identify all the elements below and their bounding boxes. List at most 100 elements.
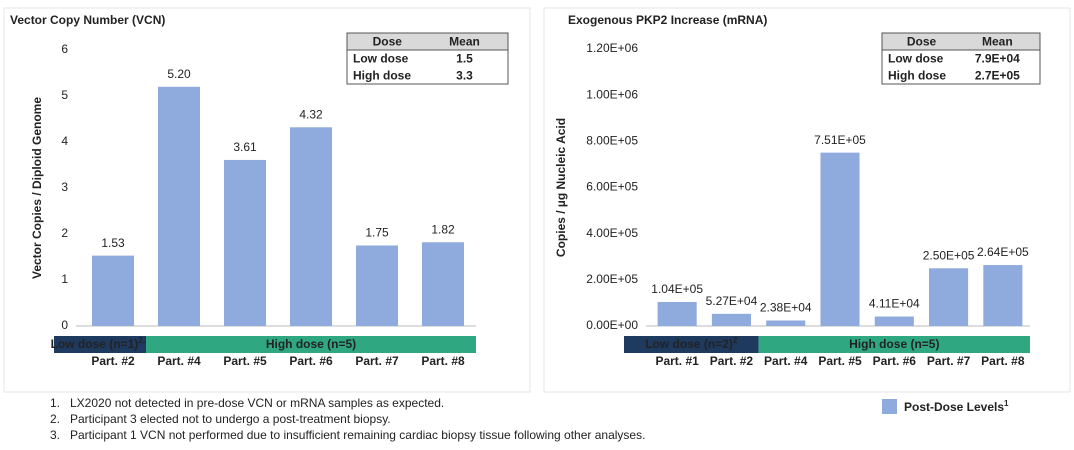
- group-label-note: 2,3: [138, 336, 150, 345]
- legend-label: Post-Dose Levels1: [904, 399, 1009, 415]
- value-label: 2.64E+05: [977, 245, 1029, 259]
- footnote: Participant 1 VCN not performed due to i…: [70, 428, 645, 442]
- value-label: 3.61: [233, 140, 257, 154]
- table-header: Dose: [373, 35, 403, 49]
- value-label: 4.11E+04: [869, 297, 920, 311]
- x-tick-label: Part. #4: [764, 354, 808, 368]
- x-tick-label: Part. #7: [927, 354, 971, 368]
- y-tick-label: 2.00E+05: [586, 272, 638, 286]
- y-tick-label: 2: [61, 226, 68, 240]
- bar: [983, 265, 1023, 326]
- footnote-marker: 1.: [50, 396, 60, 410]
- y-tick-label: 0.00E+00: [586, 318, 638, 332]
- y-tick-label: 8.00E+05: [586, 134, 638, 148]
- x-tick-label: Part. #4: [157, 354, 201, 368]
- bar: [290, 127, 332, 326]
- bar: [874, 316, 914, 326]
- bar: [766, 320, 806, 326]
- panel-border: [3, 7, 531, 393]
- x-tick-label: Part. #6: [289, 354, 333, 368]
- bar: [422, 242, 464, 326]
- table-cell: Low dose: [888, 52, 944, 66]
- table-header-bg: [347, 33, 508, 50]
- x-tick-label: Part. #1: [655, 354, 699, 368]
- group-label: High dose (n=5): [849, 337, 939, 351]
- footnote-marker: 2.: [50, 412, 60, 426]
- bar: [224, 159, 266, 326]
- bar: [711, 313, 751, 326]
- value-label: 1.04E+05: [651, 282, 703, 296]
- y-axis-label: Copies / µg Nucleic Acid: [554, 118, 568, 257]
- x-tick-label: Part. #8: [981, 354, 1025, 368]
- x-tick-label: Part. #2: [91, 354, 135, 368]
- table-cell: 3.3: [456, 69, 473, 83]
- y-tick-label: 3: [61, 180, 68, 194]
- x-tick-label: Part. #2: [710, 354, 754, 368]
- group-label-note: 2: [733, 336, 738, 345]
- value-label: 4.32: [299, 107, 323, 121]
- x-tick-label: Part. #5: [223, 354, 267, 368]
- y-tick-label: 0: [61, 318, 68, 332]
- chart-title: Vector Copy Number (VCN): [10, 13, 165, 27]
- table-cell: Low dose: [353, 52, 409, 66]
- table-header-bg: [882, 33, 1040, 50]
- bar: [820, 152, 860, 326]
- group-bar: [146, 336, 476, 353]
- table-header: Mean: [449, 35, 480, 49]
- y-tick-label: 6.00E+05: [586, 180, 638, 194]
- table-header: Mean: [982, 35, 1013, 49]
- group-label-text: High dose (n=5): [266, 337, 356, 351]
- legend-label-note: 1: [1004, 399, 1009, 408]
- group-label-text: High dose (n=5): [849, 337, 939, 351]
- table-border: [881, 32, 1041, 85]
- y-axis-label: Vector Copies / Diploid Genome: [30, 97, 44, 279]
- legend-swatch: [882, 399, 897, 414]
- value-label: 7.51E+05: [814, 133, 866, 147]
- y-tick-label: 1.00E+06: [586, 87, 638, 101]
- x-tick-label: Part. #5: [818, 354, 862, 368]
- y-tick-label: 1.20E+06: [586, 41, 638, 55]
- y-tick-label: 5: [61, 88, 68, 102]
- table-cell: 7.9E+04: [975, 52, 1020, 66]
- group-label-text: Low dose (n=1): [51, 337, 139, 351]
- footnote: Participant 3 elected not to undergo a p…: [70, 412, 391, 426]
- group-label-text: Low dose (n=2): [645, 337, 733, 351]
- value-label: 1.53: [101, 236, 125, 250]
- footnote-marker: 3.: [50, 428, 60, 442]
- y-tick-label: 4: [61, 134, 68, 148]
- group-label: High dose (n=5): [266, 337, 356, 351]
- bar: [929, 268, 969, 326]
- group-label: Low dose (n=2)2: [645, 336, 738, 352]
- y-tick-label: 1: [61, 272, 68, 286]
- bar: [356, 245, 398, 326]
- legend-label-text: Post-Dose Levels: [904, 400, 1004, 414]
- table-cell: 2.7E+05: [975, 69, 1020, 83]
- group-label: Low dose (n=1)2,3: [51, 336, 150, 352]
- x-tick-label: Part. #8: [421, 354, 465, 368]
- x-tick-label: Part. #6: [873, 354, 917, 368]
- table-border: [346, 32, 509, 85]
- y-tick-label: 6: [61, 42, 68, 56]
- value-label: 2.50E+05: [923, 248, 975, 262]
- group-bar: [54, 336, 146, 353]
- value-label: 5.20: [167, 67, 191, 81]
- group-bar: [624, 336, 759, 353]
- value-label: 5.27E+04: [706, 294, 758, 308]
- table-cell: High dose: [888, 69, 946, 83]
- value-label: 1.75: [365, 226, 389, 240]
- bar: [92, 255, 134, 326]
- footnote: LX2020 not detected in pre-dose VCN or m…: [70, 396, 444, 410]
- value-label: 2.38E+04: [760, 301, 812, 315]
- chart-title: Exogenous PKP2 Increase (mRNA): [568, 13, 767, 27]
- table-cell: 1.5: [456, 52, 473, 66]
- table-cell: High dose: [353, 69, 411, 83]
- x-tick-label: Part. #7: [355, 354, 399, 368]
- group-bar: [758, 336, 1030, 353]
- value-label: 1.82: [431, 222, 455, 236]
- table-header: Dose: [907, 35, 937, 49]
- panel-border: [543, 7, 1071, 393]
- bar: [657, 301, 697, 326]
- y-tick-label: 4.00E+05: [586, 226, 638, 240]
- bar: [158, 86, 200, 326]
